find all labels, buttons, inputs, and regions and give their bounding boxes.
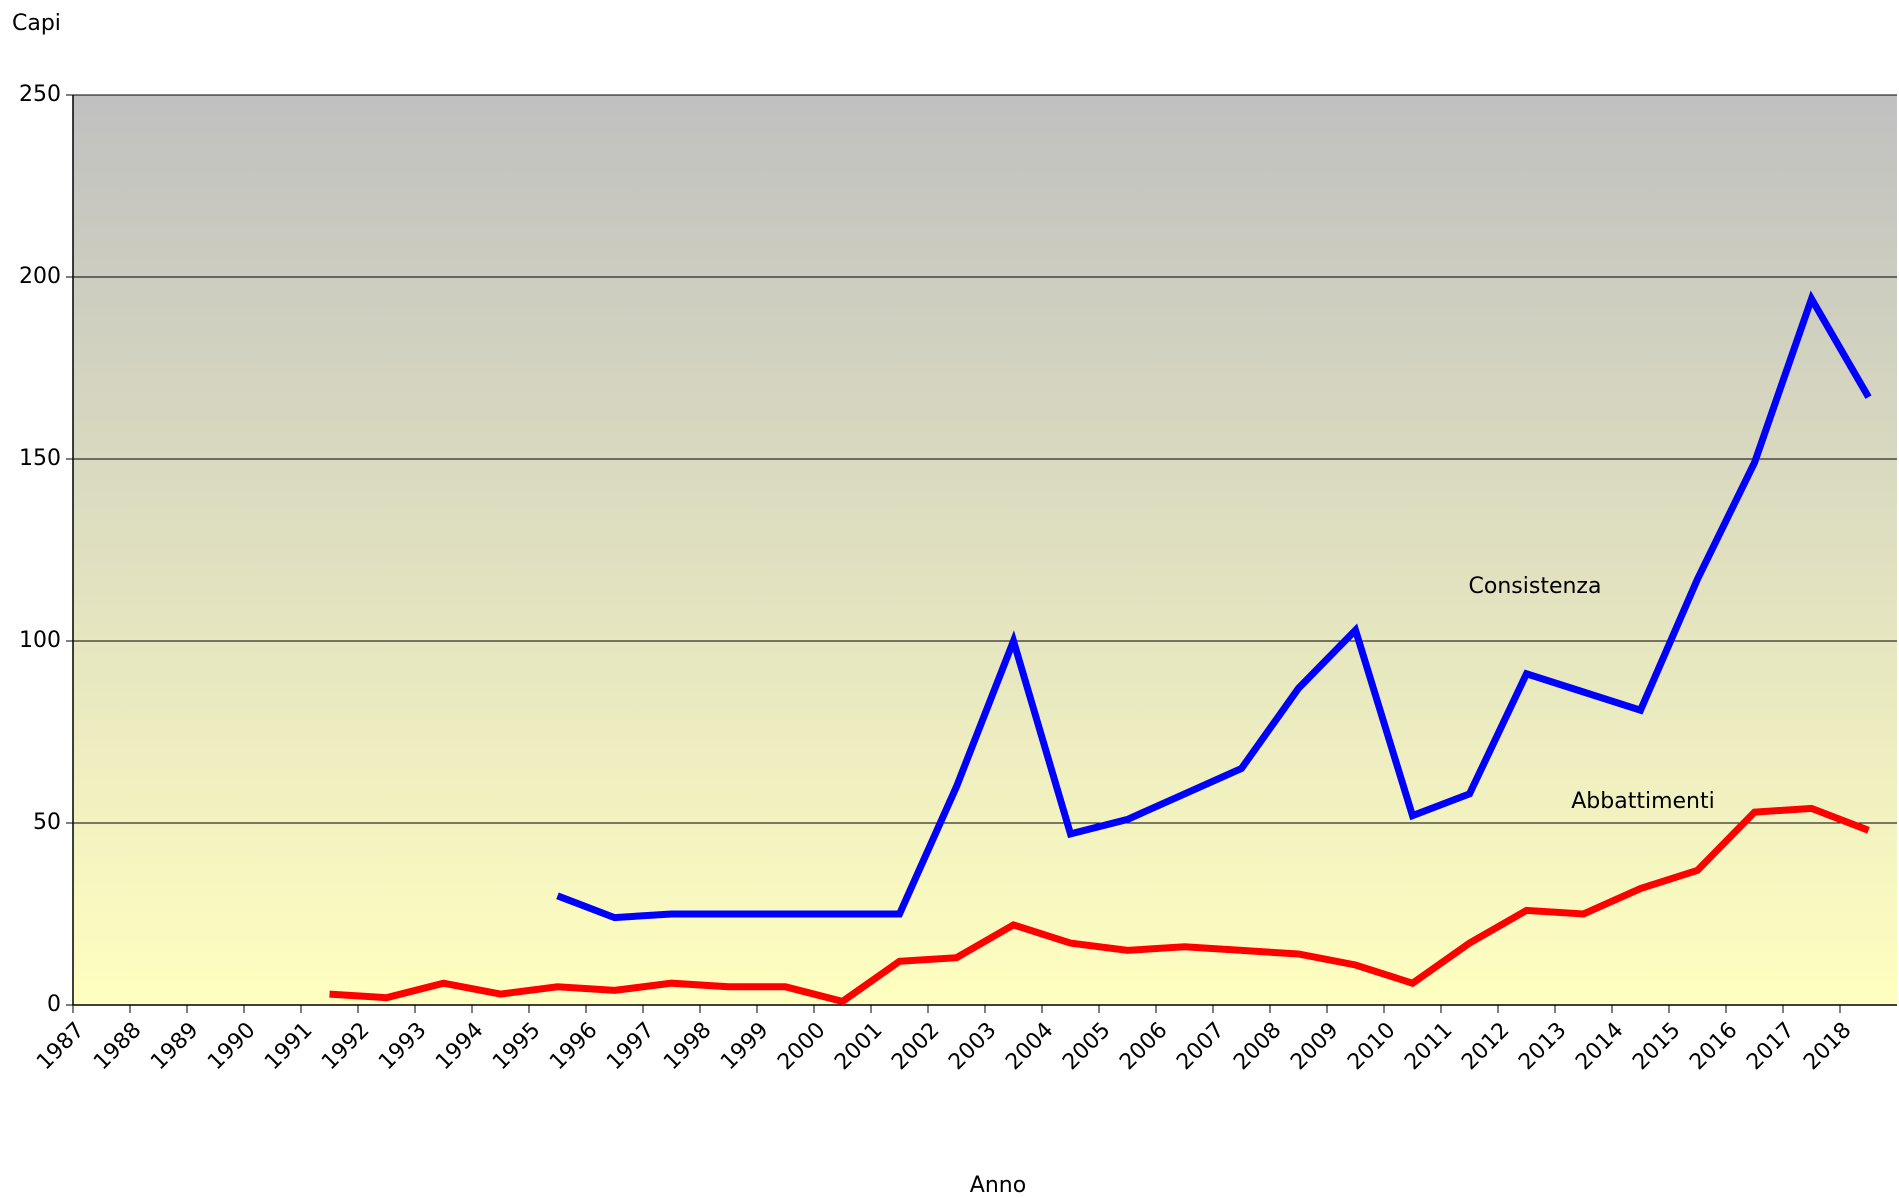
y-tick-label: 0 — [47, 992, 61, 1017]
x-tick-label: 2002 — [887, 1018, 944, 1075]
x-tick-label: 2007 — [1172, 1018, 1229, 1075]
x-tick-label: 2016 — [1685, 1018, 1742, 1075]
x-tick-label: 2001 — [830, 1018, 887, 1075]
x-tick-label: 1989 — [146, 1018, 203, 1075]
line-series — [556, 290, 1872, 922]
x-tick-label: 1997 — [602, 1018, 659, 1075]
x-tick-label: 1991 — [260, 1018, 317, 1075]
y-tick-label: 200 — [19, 264, 61, 289]
x-tick-label: 2005 — [1058, 1018, 1115, 1075]
x-tick-label: 2010 — [1343, 1018, 1400, 1075]
x-tick-label: 2004 — [1001, 1018, 1058, 1075]
x-tick-label: 2011 — [1400, 1018, 1457, 1075]
x-tick-label: 1987 — [32, 1018, 89, 1075]
x-tick-label: 2017 — [1742, 1018, 1799, 1075]
x-tick-label: 2013 — [1514, 1018, 1571, 1075]
x-tick-label: 1990 — [203, 1018, 260, 1075]
x-tick-label: 2018 — [1799, 1018, 1856, 1075]
x-tick-label: 1988 — [89, 1018, 146, 1075]
x-tick-label: 2008 — [1229, 1018, 1286, 1075]
x-axis-label: Anno — [970, 1173, 1026, 1198]
y-axis-label: Capi — [12, 11, 61, 36]
x-tick-label: 1993 — [374, 1018, 431, 1075]
x-tick-label: 1995 — [488, 1018, 545, 1075]
y-tick-label: 150 — [19, 446, 61, 471]
plot-area — [73, 95, 1897, 1005]
x-tick-label: 1998 — [659, 1018, 716, 1075]
x-tick-label: 2003 — [944, 1018, 1001, 1075]
series-label: Abbattimenti — [1571, 789, 1714, 814]
x-tick-label: 2014 — [1571, 1018, 1628, 1075]
x-tick-label: 2006 — [1115, 1018, 1172, 1075]
x-tick-label: 1996 — [545, 1018, 602, 1075]
line-series — [329, 804, 1870, 1006]
x-tick-label: 1994 — [431, 1018, 488, 1075]
x-tick-label: 2012 — [1457, 1018, 1514, 1075]
y-tick-label: 250 — [19, 82, 61, 107]
x-tick-label: 2000 — [773, 1018, 830, 1075]
x-tick-label: 1999 — [716, 1018, 773, 1075]
x-tick-label: 1992 — [317, 1018, 374, 1075]
y-tick-label: 50 — [33, 810, 61, 835]
x-tick-label: 2015 — [1628, 1018, 1685, 1075]
series-label: Consistenza — [1469, 574, 1602, 599]
x-tick-label: 2009 — [1286, 1018, 1343, 1075]
y-tick-label: 100 — [19, 628, 61, 653]
